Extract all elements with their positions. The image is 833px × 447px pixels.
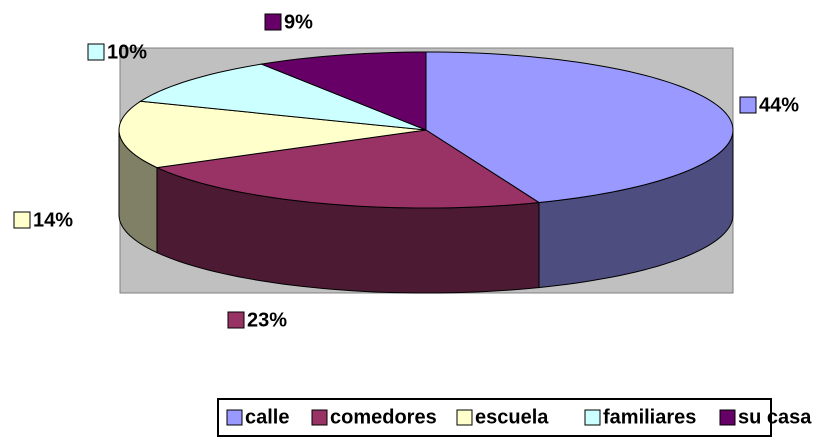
pie-slice: [425, 51, 734, 204]
label-swatch: [227, 311, 245, 329]
data-label: 9%: [284, 11, 313, 33]
data-label: 10%: [107, 41, 147, 63]
pie-slice: [259, 51, 427, 131]
legend-label: escuela: [475, 406, 549, 428]
data-label: 44%: [759, 94, 799, 116]
legend-swatch: [226, 409, 243, 426]
legend-label: su casa: [738, 406, 812, 428]
pie-slice: [155, 129, 541, 209]
legend-label: comedores: [330, 406, 437, 428]
data-label: 14%: [33, 209, 73, 231]
legend-swatch: [311, 409, 328, 426]
legend-swatch: [719, 409, 736, 426]
legend-swatch: [456, 409, 473, 426]
legend-swatch: [584, 409, 601, 426]
legend-label: calle: [245, 406, 289, 428]
pie-slice: [118, 100, 427, 169]
legend-box: [217, 398, 772, 437]
legend-label: familiares: [603, 406, 696, 428]
pie-slice: [139, 63, 427, 131]
label-swatch: [13, 211, 31, 229]
data-label: 23%: [247, 309, 287, 331]
label-swatch: [87, 43, 105, 61]
label-swatch: [739, 96, 757, 114]
label-swatch: [264, 13, 282, 31]
